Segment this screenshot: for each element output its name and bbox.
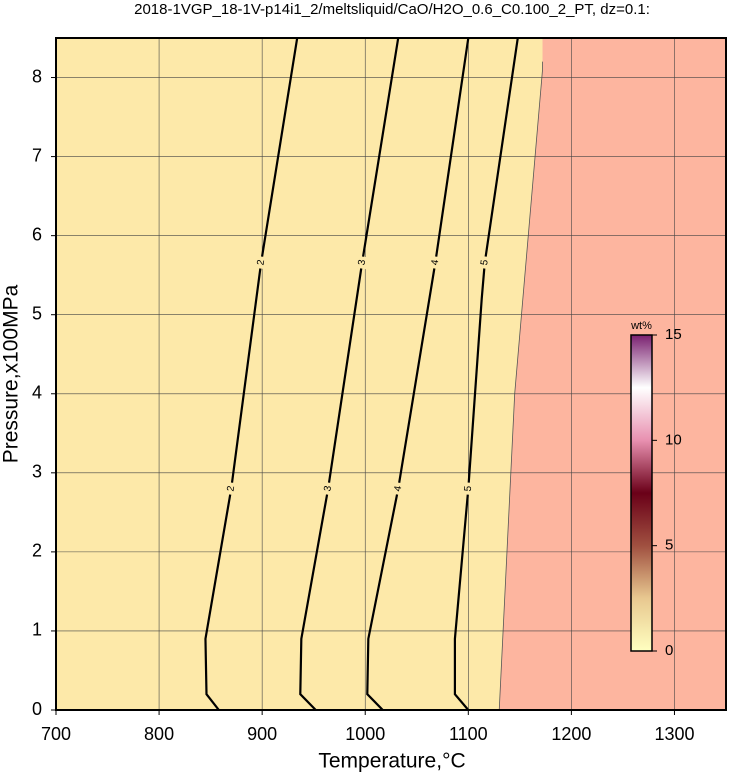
y-tick-label: 0 (32, 699, 42, 719)
contour-label-bg (392, 481, 405, 496)
x-axis-label: Temperature,°C (318, 750, 465, 773)
contour-label-bg (225, 481, 238, 496)
contour-label-bg (255, 255, 267, 270)
contour-line (204, 38, 299, 710)
contour-label-group: 3 (322, 481, 335, 496)
x-tick-label: 800 (144, 724, 174, 744)
y-tick-label: 6 (32, 224, 42, 244)
colorbar-tick-label: 10 (665, 431, 682, 448)
contour-label: 5 (463, 485, 474, 492)
colorbar-label: wt% (630, 320, 652, 332)
contour-label-bg (429, 255, 442, 270)
y-tick-label: 1 (32, 620, 42, 640)
contour-label: 2 (226, 485, 238, 493)
contour-label-group: 4 (392, 481, 405, 496)
contour-label-group: 3 (356, 255, 369, 270)
contour-label: 3 (356, 259, 368, 267)
contour-label-group: 5 (462, 482, 474, 496)
contour-label: 2 (255, 259, 267, 267)
x-tick-label: 1000 (345, 724, 385, 744)
x-tick-label: 900 (247, 724, 277, 744)
contour-label: 4 (392, 485, 404, 493)
plot-frame (55, 37, 727, 711)
y-tick-label: 3 (32, 462, 42, 482)
x-tick-label: 1100 (449, 724, 488, 744)
outside-region (499, 38, 726, 710)
contour-label-bg (479, 255, 491, 270)
contour-line (299, 38, 400, 710)
contour-label-bg (462, 482, 474, 496)
contour-label-group: 4 (429, 255, 442, 270)
contour-label: 5 (479, 259, 491, 266)
colorbar-tick-label: 5 (665, 537, 673, 554)
contour-label: 4 (430, 259, 442, 267)
contour-line (366, 38, 470, 710)
contour-label-group: 2 (225, 481, 238, 496)
x-tick-label: 700 (41, 724, 71, 744)
colorbar-tick-label: 0 (665, 642, 673, 659)
y-tick-label: 4 (32, 383, 42, 403)
y-axis-label: Pressure,x100MPa (0, 284, 23, 463)
contour-label-group: 5 (479, 255, 491, 270)
colorbar-tick-label: 15 (665, 326, 682, 343)
chart-title: 2018-1VGP_18-1V-p14i1_2/meltsliquid/CaO/… (134, 1, 650, 18)
contour-label-bg (322, 481, 335, 496)
x-tick-label: 1300 (654, 724, 694, 744)
x-tick-label: 1200 (551, 724, 591, 744)
colorbar (630, 334, 653, 652)
y-tick-label: 2 (32, 541, 42, 561)
contour-label-bg (356, 255, 369, 270)
y-tick-label: 5 (32, 303, 42, 323)
contour-label-group: 2 (255, 255, 267, 270)
contour-label: 3 (322, 485, 334, 493)
y-tick-label: 8 (32, 66, 42, 86)
y-tick-label: 7 (32, 145, 42, 165)
